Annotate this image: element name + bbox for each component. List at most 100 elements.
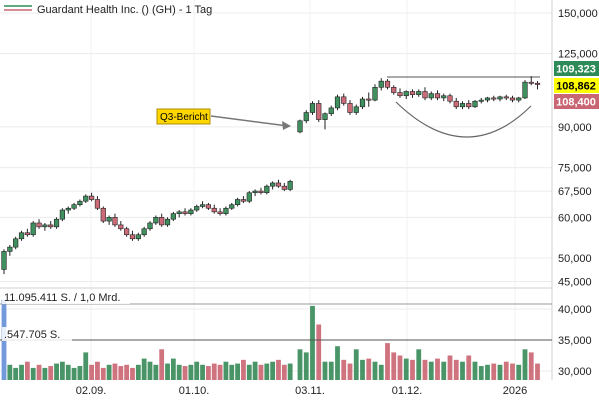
- volume-bar: [141, 358, 147, 380]
- time-tick-label: 01.10.: [179, 385, 210, 397]
- candle-body: [372, 86, 378, 101]
- candle: [459, 101, 466, 110]
- volume-bar: [194, 361, 200, 380]
- volume-bar: [206, 366, 211, 380]
- candle: [176, 210, 182, 218]
- volume-bar: [223, 361, 229, 380]
- candle: [106, 215, 112, 225]
- candle: [275, 179, 282, 188]
- candle-body: [391, 86, 397, 93]
- price-label: 108,862: [554, 78, 599, 93]
- candle-body: [118, 224, 124, 230]
- candle: [246, 191, 252, 203]
- volume-bar: [165, 363, 170, 380]
- candle: [372, 84, 378, 102]
- candle: [18, 230, 25, 241]
- candle: [497, 95, 503, 102]
- candle-body: [378, 80, 384, 88]
- volume-bar: [503, 361, 509, 380]
- volume-bar: [322, 361, 328, 380]
- candle-body: [309, 103, 316, 113]
- candle-body: [77, 200, 83, 205]
- candle: [217, 208, 223, 216]
- candle: [194, 204, 200, 212]
- candle-body: [252, 190, 258, 194]
- volume-bar: [391, 352, 397, 380]
- candle-body: [453, 100, 459, 108]
- candle: [83, 194, 89, 203]
- volume-bar: [95, 361, 100, 380]
- candle-body: [1, 251, 7, 270]
- candle-body: [341, 96, 347, 104]
- volume-bar: [335, 346, 340, 380]
- candle: [205, 202, 212, 211]
- candle: [235, 197, 241, 207]
- volume-bar: [19, 364, 24, 380]
- candle: [466, 100, 472, 110]
- candle: [77, 199, 83, 207]
- volume-bar: [135, 364, 141, 380]
- candle-body: [459, 103, 466, 108]
- price-label-text: 108,862: [556, 81, 596, 93]
- volume-bar: [153, 364, 159, 380]
- candle: [472, 100, 478, 108]
- volume-bar: [510, 363, 515, 380]
- price-tick-label: 75,000: [558, 163, 592, 175]
- candle: [434, 90, 441, 101]
- candle: [422, 87, 428, 101]
- candle-body: [303, 112, 309, 122]
- volume-bar: [535, 363, 540, 380]
- price-grid: [0, 12, 552, 282]
- price-labels: 109,323 108,862 108,400: [554, 61, 599, 109]
- volume-bar: [270, 361, 276, 380]
- candle: [53, 217, 60, 229]
- volume-bar: [360, 359, 365, 380]
- annotation-box: [156, 108, 211, 125]
- chart-title: Guardant Health Inc. () (GH) - 1 Tag: [37, 4, 212, 16]
- time-tick-label: 01.12.: [392, 385, 423, 397]
- candles: [1, 76, 541, 275]
- candle: [391, 85, 397, 95]
- candle-body: [199, 204, 206, 207]
- candle-body: [30, 222, 36, 236]
- volume-bars: [1, 299, 540, 380]
- volume-bar: [403, 358, 409, 380]
- candle-body: [484, 97, 491, 101]
- candle: [484, 96, 491, 103]
- candle-body: [42, 224, 48, 228]
- candle: [516, 96, 522, 103]
- candle: [59, 208, 65, 222]
- candle-body: [478, 99, 484, 102]
- candle-body: [397, 92, 403, 97]
- price-tick-label: 60,000: [558, 212, 592, 224]
- price-axis: 150,000 125,000 90,000 75,000 67,500 60,000 50…: [558, 8, 598, 288]
- candle-body: [94, 199, 101, 209]
- candle-body: [18, 232, 25, 240]
- volume-bar: [159, 349, 165, 380]
- candle: [252, 189, 258, 197]
- candle-body: [472, 100, 478, 108]
- candle-body: [48, 224, 54, 228]
- volume-bar: [276, 359, 281, 380]
- candle: [397, 88, 403, 98]
- candle-body: [153, 217, 159, 224]
- candle: [366, 92, 372, 107]
- candle-body: [83, 195, 89, 202]
- candle-body: [100, 207, 106, 222]
- candle: [509, 95, 516, 103]
- price-label-text: 109,323: [556, 64, 596, 76]
- candle-body: [503, 96, 509, 99]
- volume-bar: [65, 364, 71, 380]
- candle: [48, 221, 54, 229]
- volume-bar: [341, 359, 347, 380]
- candle: [491, 95, 497, 102]
- time-tick-label: 02.09.: [76, 385, 107, 397]
- candle: [264, 184, 270, 195]
- volume-total-label: 11.095.411 S. / 1,0 Mrd.: [4, 292, 120, 304]
- volume-bar: [347, 363, 353, 380]
- candle: [65, 206, 71, 214]
- price-label-box: [554, 94, 599, 109]
- annotation-arrow: [210, 115, 289, 127]
- volume-bar: [422, 359, 428, 380]
